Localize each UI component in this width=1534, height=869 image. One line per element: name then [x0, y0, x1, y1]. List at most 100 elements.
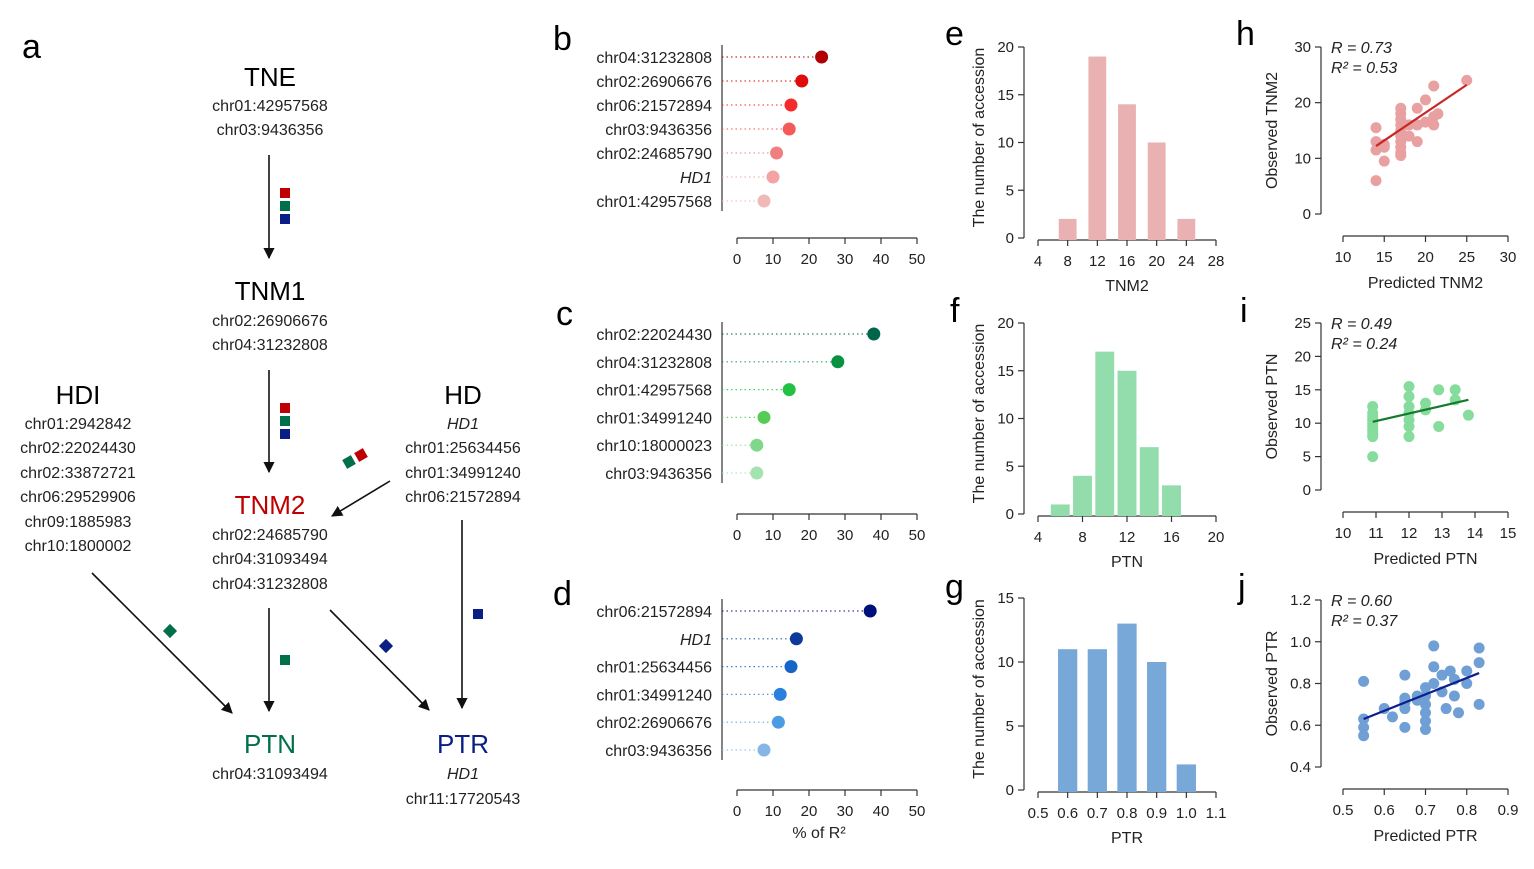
scatter-point — [1403, 421, 1415, 433]
scatter-point — [1420, 723, 1431, 735]
regression-line — [1363, 672, 1480, 721]
y-axis-title: The number of accession — [971, 48, 988, 228]
scatter-point — [1449, 384, 1461, 396]
trait-marker-green — [342, 455, 356, 469]
y-tick-label: 1.2 — [1290, 592, 1311, 609]
y-tick-label: 20 — [997, 39, 1014, 56]
category-label: HD1 — [680, 632, 712, 649]
scatter-point — [1428, 678, 1440, 689]
category-label: chr02:22024430 — [596, 327, 712, 344]
y-tick-label: 0.6 — [1290, 717, 1311, 734]
y-tick-label: 15 — [1294, 382, 1311, 399]
scatter-point — [1403, 380, 1415, 392]
y-tick-label: 0.4 — [1290, 759, 1311, 776]
trait-marker-blue — [280, 214, 290, 224]
y-tick-label: 20 — [1294, 348, 1311, 365]
histogram-bar — [1162, 485, 1181, 516]
node-hd-title: HD — [444, 380, 482, 410]
node-hdi-locus: chr02:33872721 — [20, 465, 136, 482]
trait-marker-green — [280, 201, 290, 211]
scatter-point — [1403, 130, 1415, 142]
x-tick-label: 0.5 — [1028, 805, 1049, 822]
scatter-point — [1428, 119, 1440, 131]
scatter-point — [1411, 136, 1423, 148]
scatter-point — [1461, 665, 1473, 677]
node-tnm1-locus: chr04:31232808 — [212, 337, 328, 354]
x-tick-label: 15 — [1376, 249, 1393, 266]
lollipop-point — [815, 50, 829, 64]
scatter-point — [1461, 678, 1473, 689]
x-tick-label: 12 — [1401, 525, 1418, 542]
x-tick-label: 13 — [1434, 525, 1451, 542]
histogram-bar — [1087, 649, 1107, 792]
panel-label-b: b — [553, 20, 572, 58]
lollipop-point — [750, 438, 764, 452]
panel-label-g: g — [945, 568, 964, 606]
node-tnm2-title: TNM2 — [235, 490, 306, 520]
x-axis-title: % of R² — [792, 825, 846, 842]
y-tick-label: 5 — [1303, 449, 1311, 466]
scatter-point — [1358, 721, 1370, 733]
r2-annotation: R² = 0.53 — [1331, 60, 1397, 77]
scatter-point — [1420, 397, 1431, 409]
trait-marker-blue — [473, 609, 483, 619]
y-tick-label: 1.0 — [1290, 634, 1311, 651]
x-tick-label: 0 — [733, 251, 741, 268]
x-tick-label: 8 — [1063, 253, 1071, 270]
x-axis-title: PTR — [1111, 830, 1143, 847]
y-tick-label: 5 — [1006, 718, 1014, 735]
panel-a-network: a TNE chr01:42957568 chr03:9436356 TNM1 … — [20, 28, 521, 808]
trait-marker-red — [280, 403, 290, 413]
histogram-bar — [1073, 475, 1092, 516]
scatter-point — [1378, 141, 1390, 153]
node-hd-locus: chr01:25634456 — [405, 440, 521, 457]
x-tick-label: 30 — [837, 527, 854, 544]
y-tick-label: 10 — [1294, 415, 1311, 432]
lollipop-point — [782, 122, 796, 136]
x-tick-label: 0.7 — [1415, 802, 1436, 819]
histogram-bar — [1177, 218, 1196, 240]
x-tick-label: 40 — [873, 251, 890, 268]
node-hdi-locus: chr06:29529906 — [20, 489, 136, 506]
y-tick-label: 25 — [1294, 315, 1311, 332]
scatter-point — [1436, 669, 1448, 681]
charts-layer: 0 10 20 30 40 50chr04:31232808chr02:26906676c… — [596, 39, 1518, 847]
x-tick-label: 30 — [837, 251, 854, 268]
node-tnm2-locus: chr04:31232808 — [212, 576, 328, 593]
histogram-bar — [1088, 56, 1107, 240]
scatter-point — [1428, 80, 1440, 92]
x-tick-label: 20 — [1417, 249, 1434, 266]
lollipop-point — [784, 660, 798, 674]
y-tick-label: 10 — [1294, 150, 1311, 167]
node-tne-locus: chr03:9436356 — [217, 122, 324, 139]
scatter-point — [1448, 690, 1460, 702]
histogram-bar — [1050, 504, 1070, 516]
trait-marker-blue — [378, 638, 394, 654]
lollipop-point — [750, 466, 764, 480]
panel-label-f: f — [950, 292, 960, 330]
scatter-point — [1395, 150, 1407, 162]
panel-label-e: e — [945, 15, 964, 53]
x-axis-title: Predicted TNM2 — [1368, 275, 1483, 292]
category-label: chr04:31232808 — [596, 50, 712, 67]
node-ptr-locus: chr11:17720543 — [406, 791, 521, 808]
scatter-point — [1387, 711, 1398, 723]
x-tick-label: 12 — [1119, 529, 1136, 546]
y-tick-label: 10 — [997, 654, 1014, 671]
node-ptr-title: PTR — [437, 729, 489, 759]
x-tick-label: 30 — [1500, 249, 1517, 266]
scatter-point — [1420, 94, 1431, 106]
x-tick-label: 20 — [801, 803, 818, 820]
scatter-point — [1432, 108, 1444, 120]
trait-marker-green — [280, 655, 290, 665]
y-tick-label: 0 — [1006, 782, 1014, 799]
lollipop-point — [784, 98, 798, 112]
lollipop-point — [770, 146, 784, 160]
scatter-point — [1473, 642, 1485, 654]
x-tick-label: 4 — [1034, 253, 1042, 270]
scatter-point — [1403, 431, 1415, 443]
x-tick-label: 16 — [1163, 529, 1180, 546]
x-tick-label: 10 — [765, 251, 782, 268]
regression-line — [1375, 83, 1468, 147]
scatter-point — [1433, 421, 1445, 433]
